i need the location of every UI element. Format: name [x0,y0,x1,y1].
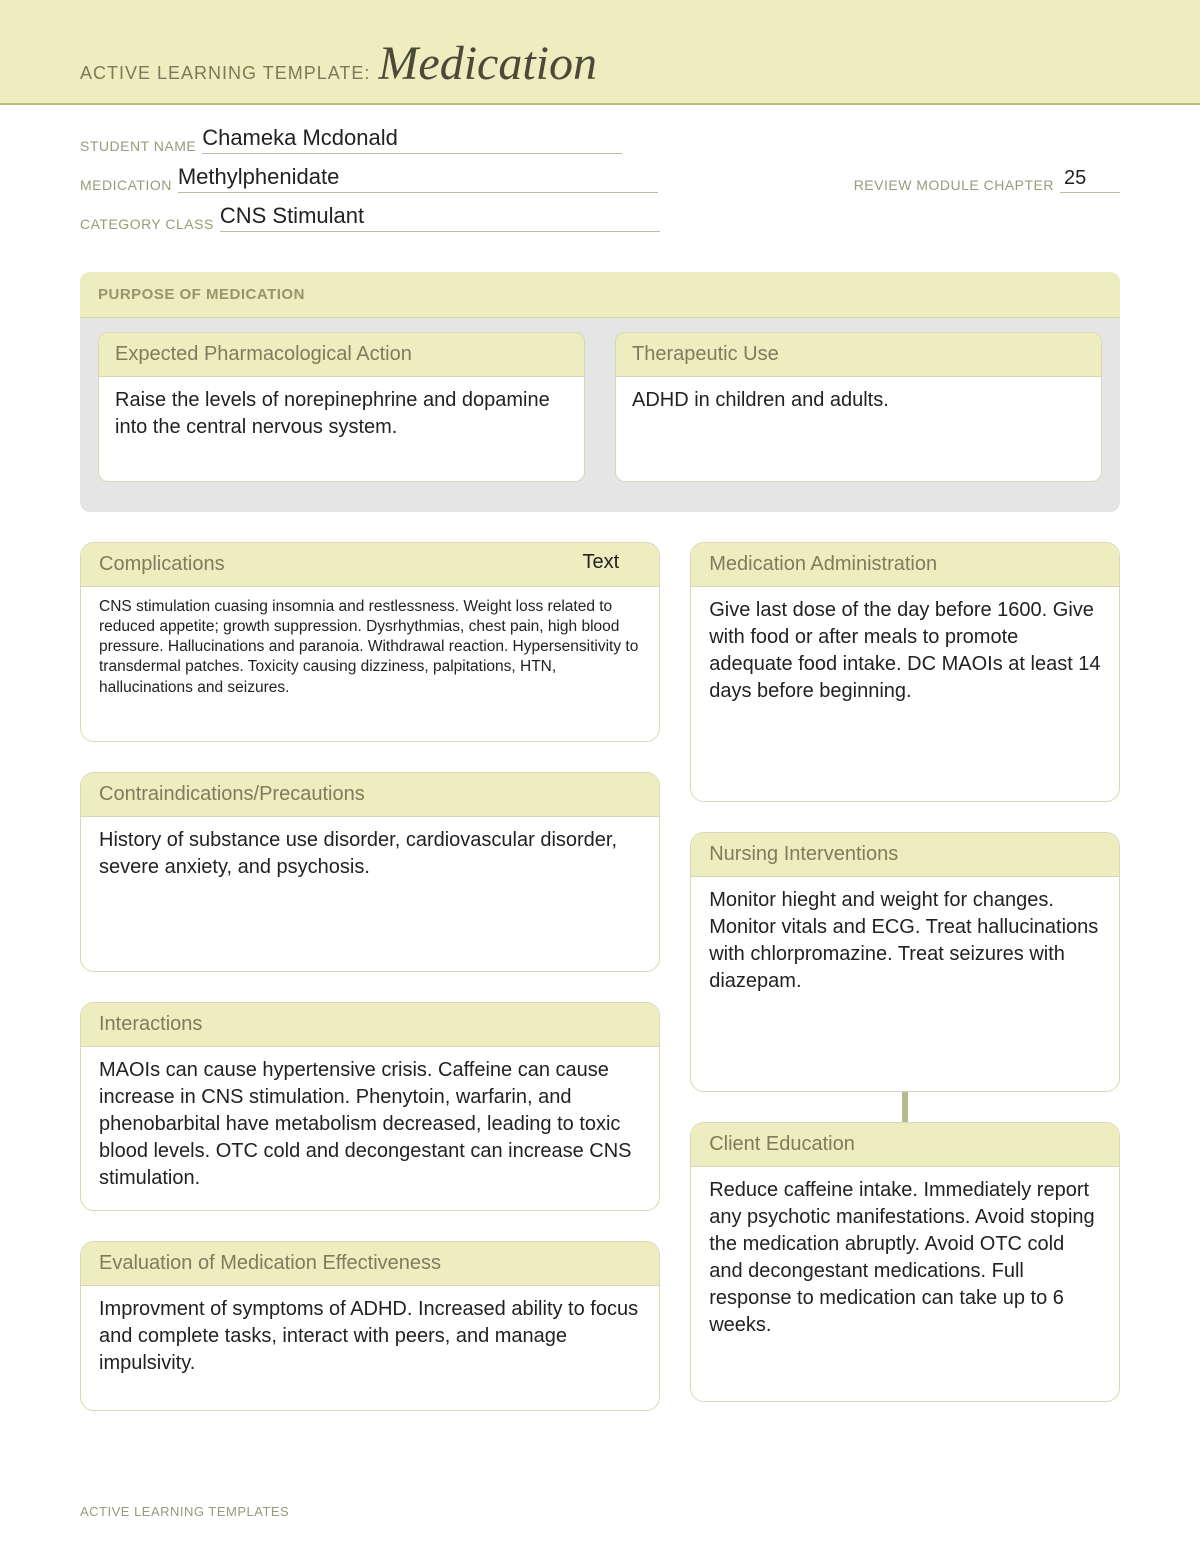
nursing-title: Nursing Interventions [691,833,1119,877]
medication-admin-title: Medication Administration [691,543,1119,587]
meta-area: STUDENT NAME Chameka Mcdonald MEDICATION… [0,105,1200,272]
footer-label: ACTIVE LEARNING TEMPLATES [80,1504,289,1519]
contraindications-title: Contraindications/Precautions [81,773,659,817]
purpose-header: PURPOSE OF MEDICATION [80,272,1120,318]
expected-action-title: Expected Pharmacological Action [99,333,584,377]
category-label: CATEGORY CLASS [80,216,214,232]
therapeutic-use-body: ADHD in children and adults. [616,377,1101,424]
medication-label: MEDICATION [80,177,172,193]
header-band: ACTIVE LEARNING TEMPLATE: Medication [0,0,1200,105]
review-label: REVIEW MODULE CHAPTER [854,177,1054,193]
interactions-body: MAOIs can cause hypertensive crisis. Caf… [81,1047,659,1210]
nursing-body: Monitor hieght and weight for changes. M… [691,877,1119,1013]
contraindications-body: History of substance use disorder, cardi… [81,817,659,899]
evaluation-title: Evaluation of Medication Effectiveness [81,1242,659,1286]
therapeutic-use-box: Therapeutic Use ADHD in children and adu… [615,332,1102,482]
client-education-box: Client Education Reduce caffeine intake.… [690,1122,1120,1402]
nursing-wrapper: Nursing Interventions Monitor hieght and… [690,832,1120,1092]
review-value: 25 [1060,167,1120,193]
evaluation-body: Improvment of symptoms of ADHD. Increase… [81,1286,659,1395]
medication-admin-box: Medication Administration Give last dose… [690,542,1120,802]
page: ACTIVE LEARNING TEMPLATE: Medication STU… [0,0,1200,1554]
student-row: STUDENT NAME Chameka Mcdonald [80,125,1120,154]
header-title: Medication [378,36,597,91]
client-education-title: Client Education [691,1123,1119,1167]
complications-body: CNS stimulation cuasing insomnia and res… [81,587,659,716]
left-column: Complications Text CNS stimulation cuasi… [80,542,660,1411]
interactions-box: Interactions MAOIs can cause hypertensiv… [80,1002,660,1211]
student-label: STUDENT NAME [80,138,196,154]
connector-line [902,1092,908,1122]
complications-title: Complications Text [81,543,659,587]
floating-text-label: Text [583,551,620,574]
review-row: REVIEW MODULE CHAPTER 25 [854,167,1120,193]
medication-value: Methylphenidate [178,164,658,193]
evaluation-box: Evaluation of Medication Effectiveness I… [80,1241,660,1411]
purpose-columns: Expected Pharmacological Action Raise th… [80,318,1120,482]
nursing-interventions-box: Nursing Interventions Monitor hieght and… [690,832,1120,1092]
category-row: CATEGORY CLASS CNS Stimulant [80,203,1120,232]
purpose-block: PURPOSE OF MEDICATION Expected Pharmacol… [80,272,1120,512]
main-grid: Complications Text CNS stimulation cuasi… [0,542,1200,1411]
expected-action-box: Expected Pharmacological Action Raise th… [98,332,585,482]
medication-row: MEDICATION Methylphenidate [80,164,658,193]
student-value: Chameka Mcdonald [202,125,622,154]
header-title-row: ACTIVE LEARNING TEMPLATE: Medication [80,36,597,91]
interactions-title: Interactions [81,1003,659,1047]
client-education-body: Reduce caffeine intake. Immediately repo… [691,1167,1119,1357]
medication-review-row: MEDICATION Methylphenidate REVIEW MODULE… [80,164,1120,193]
right-column: Medication Administration Give last dose… [690,542,1120,1411]
expected-action-body: Raise the levels of norepinephrine and d… [99,377,584,451]
category-value: CNS Stimulant [220,203,660,232]
therapeutic-use-title: Therapeutic Use [616,333,1101,377]
contraindications-box: Contraindications/Precautions History of… [80,772,660,972]
complications-box: Complications Text CNS stimulation cuasi… [80,542,660,742]
medication-admin-body: Give last dose of the day before 1600. G… [691,587,1119,723]
header-prefix: ACTIVE LEARNING TEMPLATE: [80,63,370,84]
complications-title-text: Complications [99,553,225,575]
